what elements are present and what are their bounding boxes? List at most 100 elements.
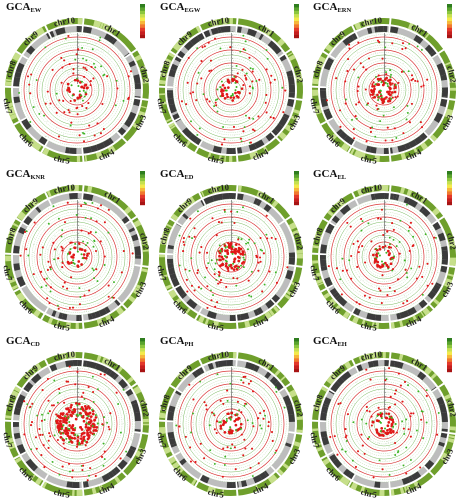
- snp-point: [229, 96, 233, 99]
- snp-point: [242, 75, 244, 76]
- snp-point: [69, 99, 72, 103]
- legend-swatch: [140, 171, 145, 175]
- snp-point: [253, 53, 255, 54]
- snp-point: [94, 66, 97, 69]
- ideogram-band: [215, 352, 221, 360]
- snp-point: [78, 245, 80, 247]
- legend-swatch: [140, 14, 145, 18]
- snp-point: [405, 256, 407, 257]
- snp-point: [238, 235, 240, 237]
- snp-point: [335, 97, 337, 99]
- snp-point: [377, 95, 380, 98]
- density-band: [394, 360, 404, 369]
- color-scale-legend: [447, 4, 452, 39]
- snp-point: [249, 466, 252, 469]
- snp-point: [277, 435, 279, 437]
- suggestive-threshold-ring: [335, 208, 433, 306]
- snp-point: [54, 430, 56, 432]
- snp-point: [216, 36, 217, 37]
- snp-point: [378, 265, 382, 269]
- snp-point: [74, 220, 76, 222]
- snp-point: [69, 124, 72, 127]
- legend-swatch: [447, 4, 452, 8]
- snp-point: [49, 290, 52, 293]
- significance-threshold-ring: [356, 62, 412, 118]
- snp-point: [223, 210, 226, 213]
- track-gridline: [354, 60, 414, 120]
- snp-point: [223, 275, 224, 277]
- snp-point: [84, 407, 88, 411]
- track-gridline: [39, 219, 115, 295]
- snp-point: [349, 225, 352, 228]
- snp-point: [49, 266, 52, 269]
- ideogram-band: [107, 145, 116, 154]
- ideogram-band: [128, 296, 135, 303]
- snp-point: [280, 274, 282, 276]
- snp-point: [399, 458, 401, 460]
- snp-point: [31, 282, 33, 284]
- snp-point: [219, 412, 221, 414]
- chromosome-chr1: [390, 352, 444, 391]
- snp-point: [224, 255, 227, 258]
- snp-point: [407, 411, 409, 412]
- snp-point: [388, 286, 391, 289]
- snp-point: [404, 78, 406, 80]
- snp-point: [249, 380, 252, 383]
- snp-point: [65, 380, 68, 383]
- snp-point: [87, 476, 89, 478]
- snp-point: [231, 57, 233, 59]
- snp-point: [81, 257, 84, 260]
- snp-point: [391, 268, 395, 271]
- snp-point: [61, 261, 64, 264]
- snp-point: [108, 388, 109, 390]
- snp-point: [74, 402, 78, 405]
- snp-point: [121, 397, 123, 399]
- density-band: [94, 363, 106, 373]
- density-band: [269, 376, 276, 383]
- snp-point: [86, 66, 88, 67]
- snp-point: [88, 426, 92, 430]
- ideogram-band: [433, 298, 440, 306]
- snp-point: [84, 269, 86, 271]
- snp-point: [61, 249, 64, 252]
- snp-point: [423, 400, 424, 401]
- snp-point: [238, 391, 240, 392]
- snp-point: [368, 392, 369, 394]
- snp-points: [177, 201, 289, 315]
- track-gridline: [363, 236, 405, 278]
- snp-point: [244, 202, 246, 203]
- snp-point: [92, 470, 94, 472]
- snp-point: [406, 460, 407, 462]
- snp-point: [368, 409, 370, 411]
- snp-point: [346, 241, 348, 243]
- suggestive-threshold-ring: [335, 375, 433, 473]
- snp-point: [229, 271, 230, 273]
- snp-point: [212, 45, 214, 47]
- snp-point: [42, 90, 44, 92]
- significance-threshold-ring: [215, 408, 247, 440]
- snp-point: [389, 140, 391, 142]
- legend-swatch: [140, 365, 145, 369]
- snp-point: [413, 278, 415, 280]
- ideogram-band: [5, 415, 12, 419]
- snp-point: [18, 91, 21, 94]
- chromosome-label: chr10: [52, 15, 75, 29]
- density-band: [408, 139, 418, 149]
- snp-point: [265, 420, 266, 422]
- snp-point: [19, 254, 22, 257]
- ideogram-band: [142, 423, 150, 426]
- density-band: [182, 213, 189, 220]
- snp-point: [251, 471, 253, 472]
- legend-swatch: [447, 188, 452, 192]
- ideogram-band: [382, 185, 389, 192]
- snp-point: [94, 414, 97, 417]
- snp-point: [372, 398, 374, 400]
- chromosome-label: chr7: [1, 97, 15, 116]
- snp-point: [217, 96, 219, 97]
- snp-point: [229, 272, 230, 274]
- legend-swatch: [294, 191, 299, 195]
- snp-point: [343, 59, 345, 61]
- snp-point: [387, 404, 389, 405]
- snp-point: [205, 404, 208, 407]
- snp-point: [226, 120, 228, 121]
